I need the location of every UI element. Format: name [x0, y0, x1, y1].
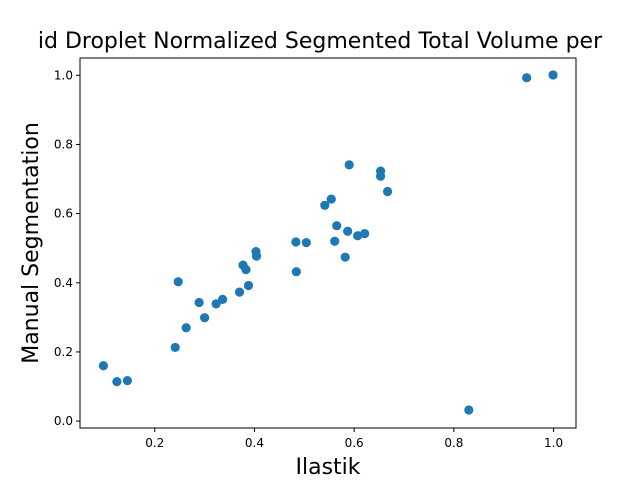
chart-title: id Droplet Normalized Segmented Total Vo… — [38, 29, 603, 54]
data-point — [112, 377, 122, 387]
data-point — [360, 229, 370, 239]
data-point — [320, 200, 330, 210]
plot-area-frame — [79, 57, 577, 429]
x-tick-label: 0.4 — [245, 436, 264, 450]
y-axis-label: Manual Segmentation — [19, 122, 44, 364]
data-point — [211, 299, 221, 309]
data-point — [98, 361, 109, 371]
x-tick-label: 0.2 — [145, 436, 164, 450]
data-point — [332, 221, 342, 231]
data-point — [251, 251, 262, 261]
data-point — [241, 265, 251, 275]
data-point — [548, 70, 558, 80]
data-point — [326, 194, 336, 204]
data-point — [343, 226, 353, 236]
data-point — [200, 313, 210, 323]
y-tick-label: 0.8 — [54, 137, 73, 151]
x-tick-label: 1.0 — [544, 436, 563, 450]
y-tick-label: 0.6 — [54, 207, 73, 221]
data-point — [301, 238, 311, 248]
data-point — [122, 376, 132, 386]
data-point — [291, 267, 301, 277]
y-tick-label: 1.0 — [54, 68, 73, 82]
x-axis-label: Ilastik — [295, 455, 360, 480]
data-point — [464, 405, 474, 415]
data-point — [522, 73, 532, 83]
data-point — [217, 294, 228, 304]
data-point — [194, 297, 204, 308]
data-point — [291, 237, 301, 247]
data-points — [98, 70, 558, 415]
y-tick-label: 0.4 — [54, 276, 73, 290]
data-point — [382, 186, 393, 197]
data-point — [243, 280, 254, 291]
data-point — [344, 160, 354, 170]
data-point — [330, 236, 340, 246]
x-axis-ticks: 0.2 0.4 0.6 0.8 1.0 — [145, 428, 563, 450]
data-point — [340, 252, 350, 262]
x-tick-label: 0.6 — [345, 436, 364, 450]
data-point — [375, 171, 386, 181]
y-axis-ticks: 0.0 0.2 0.4 0.6 0.8 1.0 — [54, 68, 80, 428]
data-point — [170, 342, 180, 353]
y-tick-label: 0.2 — [54, 345, 73, 359]
x-tick-label: 0.8 — [444, 436, 463, 450]
data-point — [353, 231, 363, 241]
y-tick-label: 0.0 — [54, 414, 73, 428]
data-point — [181, 323, 191, 333]
data-point — [234, 287, 245, 297]
data-point — [173, 277, 183, 287]
